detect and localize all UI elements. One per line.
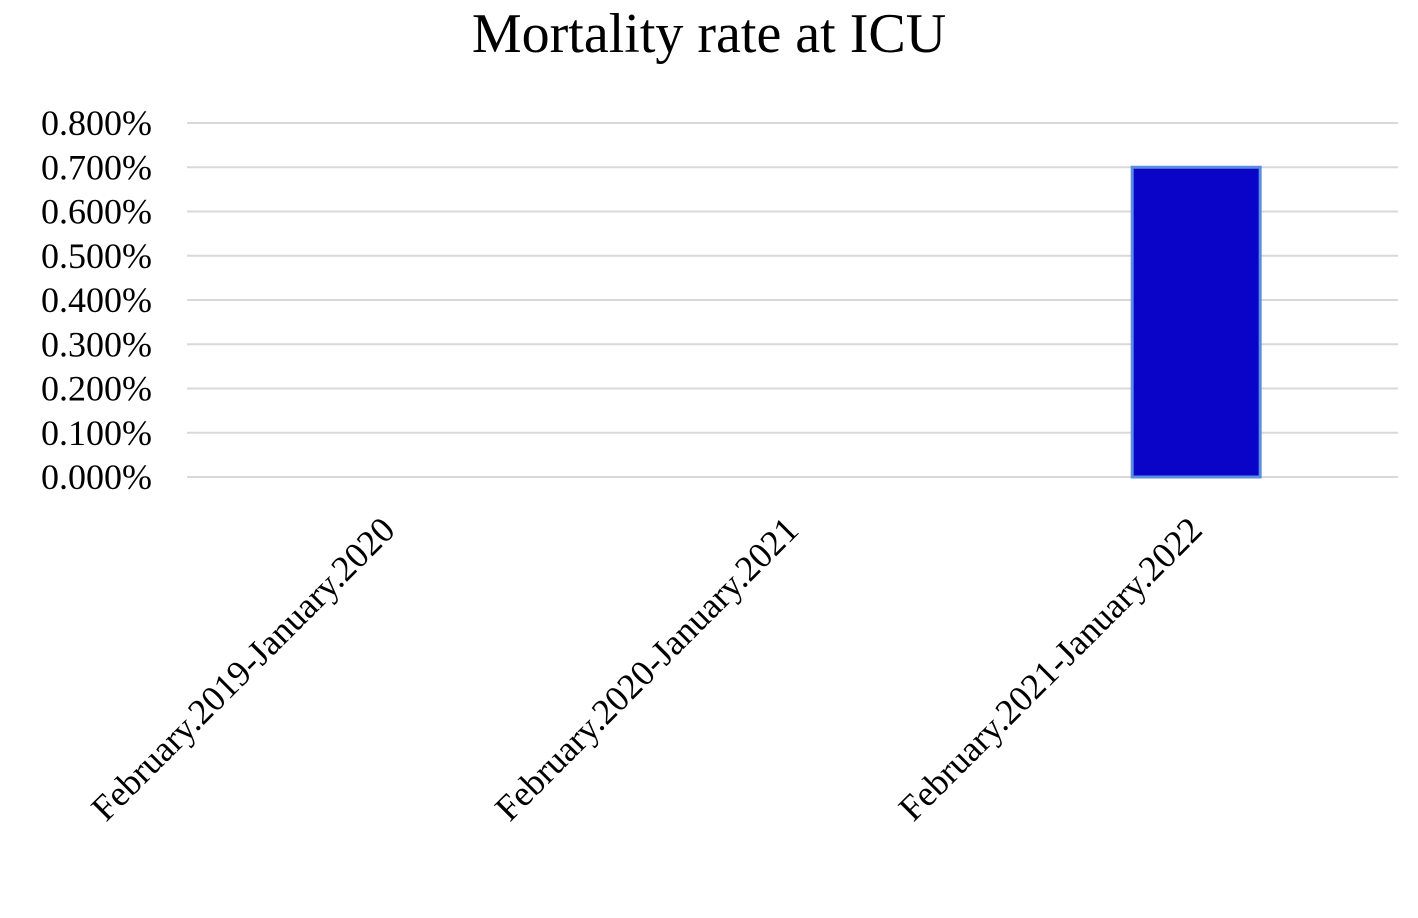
y-tick-label: 0.700% [41,147,152,187]
bars [1130,165,1262,479]
y-tick-label: 0.200% [41,369,152,409]
y-tick-label: 0.400% [41,280,152,320]
y-axis-tick-labels: 0.000%0.100%0.200% 0.300%0.400%0.500%0.60… [41,103,152,497]
x-axis-tick-labels: February.2019-January.2020 February.2020-… [83,509,1209,828]
x-tick-label: February.2021-January.2022 [891,509,1210,828]
chart-title: Mortality rate at ICU [472,3,946,65]
bar [1130,165,1262,479]
gridlines [187,122,1398,478]
y-tick-label: 0.300% [41,324,152,364]
y-tick-label: 0.600% [41,192,152,232]
y-tick-label: 0.800% [41,103,152,143]
x-tick-label: February.2020-January.2021 [487,509,806,828]
x-tick-label: February.2019-January.2020 [83,509,402,828]
y-tick-label: 0.100% [41,413,152,453]
y-tick-label: 0.500% [41,236,152,276]
y-tick-label: 0.000% [41,457,152,497]
